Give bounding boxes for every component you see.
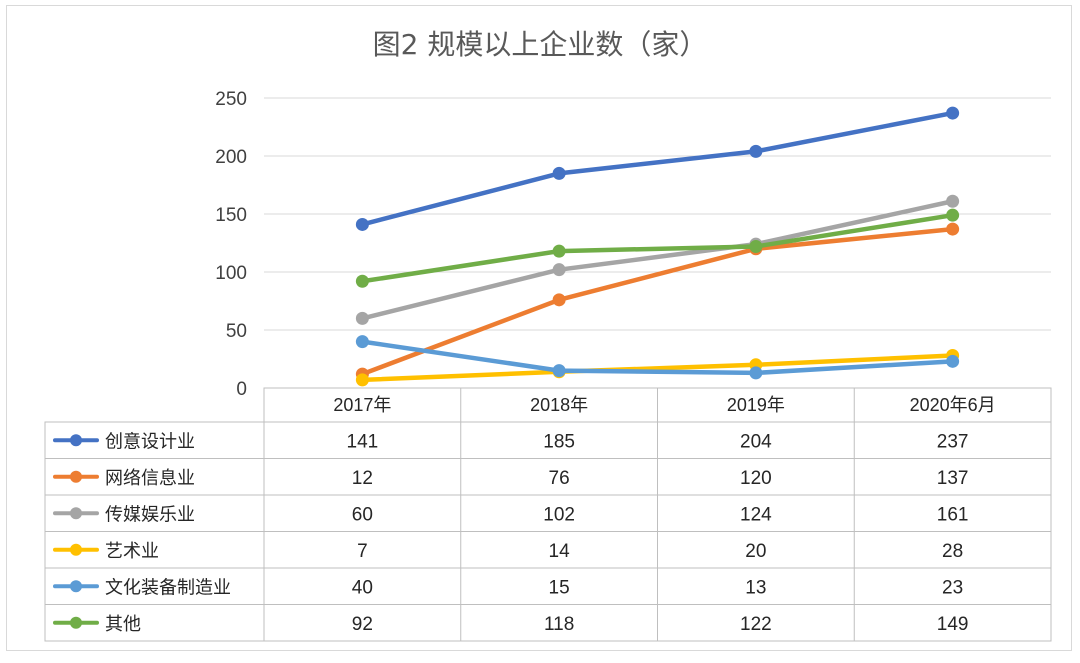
table-cell-value: 76 (549, 468, 570, 489)
table-row: 网络信息业 12 76 120 137 (53, 468, 969, 489)
data-point (946, 354, 960, 368)
data-point (552, 364, 566, 378)
y-tick-label: 150 (215, 205, 247, 226)
table-cell-value: 124 (740, 504, 772, 525)
legend-key-marker (70, 616, 82, 629)
data-point (946, 194, 960, 208)
table-cell-value: 23 (942, 577, 963, 598)
table-cell-value: 122 (740, 614, 772, 635)
table-cell-value: 137 (937, 468, 969, 489)
y-tick-label: 100 (215, 263, 247, 284)
table-cell-value: 161 (937, 504, 969, 525)
table-cell-value: 237 (937, 431, 969, 452)
data-point (552, 293, 566, 307)
series-group (355, 222, 960, 381)
data-point (355, 217, 369, 231)
category-label: 2020年6月 (910, 395, 996, 415)
chart-container: 图2 规模以上企业数（家） 0 50 100 150 200 250 2017年 2018年… (6, 5, 1072, 651)
series-name: 传媒娱乐业 (105, 504, 195, 525)
y-tick-label: 250 (215, 89, 247, 110)
y-axis-ticks: 0 50 100 150 200 250 (215, 89, 247, 400)
table-row: 艺术业 7 14 20 28 (53, 541, 963, 562)
legend-key-marker (70, 470, 82, 483)
data-point (946, 106, 960, 120)
table-row: 文化装备制造业 40 15 13 23 (53, 577, 963, 598)
data-point (355, 311, 369, 325)
data-point (355, 373, 369, 387)
table-cell-value: 7 (357, 541, 368, 562)
data-point (749, 144, 763, 158)
data-point (749, 366, 763, 380)
data-point (355, 335, 369, 349)
legend-key-marker (70, 507, 82, 520)
table-cell-value: 15 (549, 577, 570, 598)
series-line (360, 339, 955, 376)
category-label: 2019年 (727, 395, 785, 415)
category-label: 2017年 (333, 395, 391, 415)
line-chart: 图2 规模以上企业数（家） 0 50 100 150 200 250 2017年 2018年… (44, 28, 1052, 642)
series-line (360, 226, 955, 377)
table-cell-value: 40 (352, 577, 373, 598)
legend-key-marker (70, 580, 82, 593)
y-tick-label: 200 (215, 147, 247, 168)
data-point (552, 244, 566, 258)
table-row: 传媒娱乐业 60 102 124 161 (53, 504, 969, 525)
legend-key-marker (70, 543, 82, 556)
data-point (552, 166, 566, 180)
table-cell-value: 20 (745, 541, 766, 562)
data-point (749, 239, 763, 253)
table-cell-value: 118 (544, 614, 574, 635)
series-line (360, 212, 955, 284)
gridlines (264, 97, 1051, 331)
table-cell-value: 12 (352, 468, 373, 489)
table-cell-value: 120 (740, 468, 772, 489)
table-cell-value: 13 (745, 577, 766, 598)
table-cell-value: 141 (347, 431, 379, 452)
series-line (360, 110, 955, 227)
series-lines (355, 106, 960, 387)
chart-title: 图2 规模以上企业数（家） (373, 28, 708, 61)
legend-key-marker (70, 434, 82, 447)
table-cell-value: 92 (352, 614, 373, 635)
table-cell-value: 149 (937, 614, 969, 635)
series-group (355, 208, 960, 288)
series-name: 文化装备制造业 (105, 577, 231, 598)
table-cell-value: 204 (740, 431, 772, 452)
series-group (355, 106, 960, 231)
data-point (946, 208, 960, 222)
table-row: 其他 92 118 122 149 (53, 614, 969, 635)
series-name: 艺术业 (105, 541, 159, 562)
series-name: 网络信息业 (105, 468, 195, 489)
table-cell-value: 28 (942, 541, 963, 562)
data-point (355, 274, 369, 288)
table-row: 创意设计业 141 185 204 237 (53, 431, 969, 452)
series-name: 其他 (105, 614, 141, 635)
series-name: 创意设计业 (105, 431, 195, 452)
data-point (946, 222, 960, 236)
table-cell-value: 60 (352, 504, 373, 525)
y-tick-label: 50 (226, 321, 247, 342)
category-label: 2018年 (530, 395, 588, 415)
series-group (355, 335, 960, 380)
series-line (360, 198, 955, 321)
table-cell-value: 185 (543, 431, 575, 452)
y-tick-label: 0 (236, 379, 247, 400)
table-cell-value: 102 (543, 504, 575, 525)
series-line (360, 353, 955, 383)
table-cell-value: 14 (549, 541, 571, 562)
data-point (552, 263, 566, 277)
